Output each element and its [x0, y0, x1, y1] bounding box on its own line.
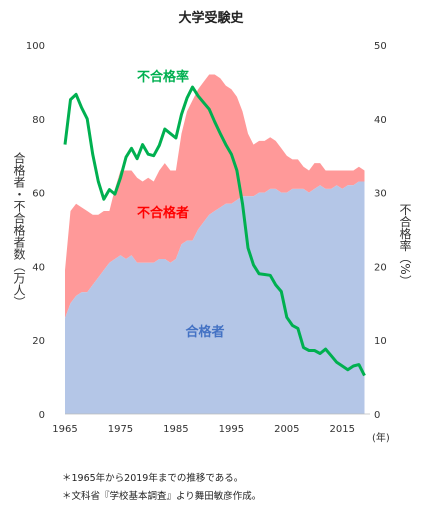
- x-tick-label: 2015: [330, 424, 355, 435]
- x-tick-label: 1965: [52, 424, 77, 435]
- y-left-tick-label: 40: [32, 262, 45, 273]
- y-right-tick-label: 10: [374, 336, 387, 347]
- left-axis-label: 合格者・不合格者数（万人）: [12, 151, 26, 308]
- x-tick-label: 2005: [274, 424, 299, 435]
- x-tick-label: 1975: [108, 424, 133, 435]
- series-area-failed: [65, 74, 365, 319]
- y-right-tick-label: 30: [374, 189, 387, 200]
- series-label-failed: 不合格者: [137, 205, 189, 221]
- y-left-tick-label: 60: [32, 189, 45, 200]
- y-right-tick-label: 0: [374, 410, 380, 421]
- series-area-passed: [65, 181, 365, 414]
- x-tick-label: 1985: [163, 424, 188, 435]
- y-left-tick-label: 20: [32, 336, 45, 347]
- y-right-tick-label: 50: [374, 41, 387, 52]
- y-left-tick-label: 100: [26, 41, 45, 52]
- footnote-period: ＊1965年から2019年までの推移である。: [62, 472, 243, 484]
- y-left-tick-label: 0: [39, 410, 45, 421]
- y-right-tick-label: 40: [374, 115, 387, 126]
- y-right-tick-label: 20: [374, 262, 387, 273]
- x-tick-label: 1995: [219, 424, 244, 435]
- series-line-fail-rate: [63, 85, 366, 377]
- x-unit-label: (年): [372, 431, 390, 444]
- series-label-passed: 合格者: [185, 324, 224, 340]
- footnote-source: ＊文科省『学校基本調査』より舞田敏彦作成。: [62, 490, 261, 502]
- series-label-fail-rate: 不合格率: [137, 69, 189, 85]
- y-left-tick-label: 80: [32, 115, 45, 126]
- chart-title: 大学受験史: [178, 10, 244, 26]
- right-axis-label: 不合格率（%）: [398, 203, 412, 286]
